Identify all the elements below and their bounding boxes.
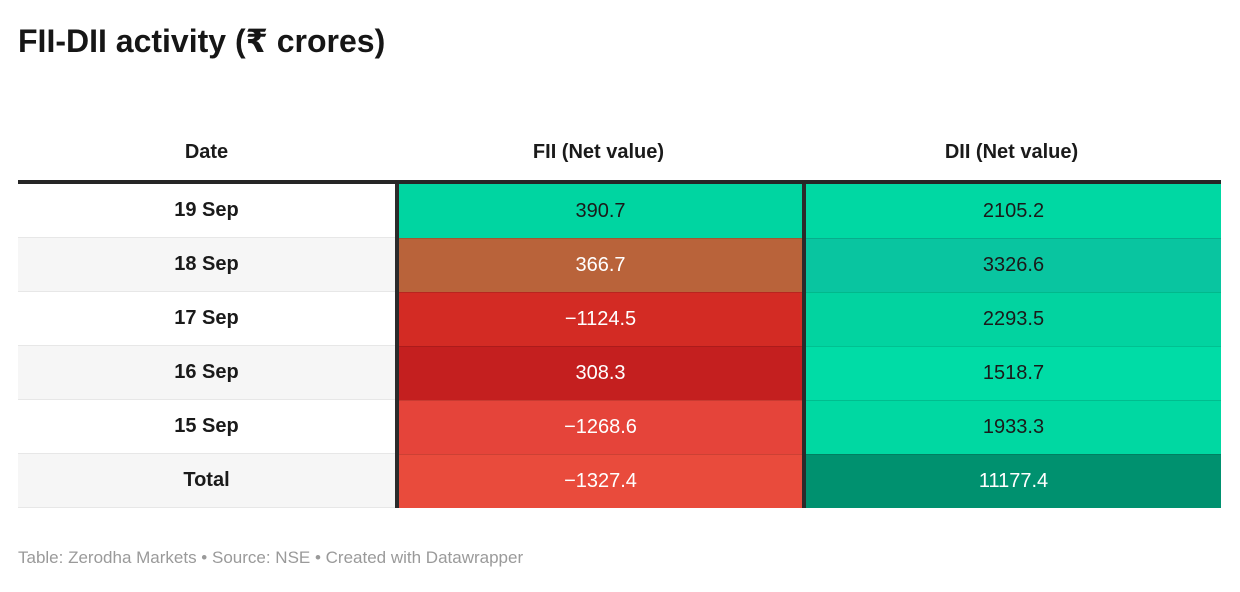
date-cell: 17 Sep (18, 292, 395, 346)
fii-value-cell: 308.3 (395, 346, 802, 400)
dii-value-cell: 2293.5 (802, 292, 1221, 346)
column-header-fii: FII (Net value) (532, 141, 665, 163)
fii-value-cell: −1268.6 (395, 400, 802, 454)
table-header-row: Date FII (Net value) DII (Net value) (18, 125, 1221, 184)
column-header-dii: DII (Net value) (944, 141, 1079, 163)
table-row-total: Total −1327.4 11177.4 (18, 454, 1221, 508)
dii-value-cell: 1518.7 (802, 346, 1221, 400)
date-cell: Total (18, 454, 395, 508)
page-title: FII-DII activity (₹ crores) (18, 23, 386, 59)
dii-value-cell: 2105.2 (802, 184, 1221, 238)
table-row: 16 Sep 308.3 1518.7 (18, 346, 1221, 400)
date-cell: 15 Sep (18, 400, 395, 454)
table-row: 17 Sep −1124.5 2293.5 (18, 292, 1221, 346)
date-cell: 18 Sep (18, 238, 395, 292)
dii-value-cell: 11177.4 (802, 454, 1221, 508)
fii-value-cell: 390.7 (395, 184, 802, 238)
dii-value-cell: 1933.3 (802, 400, 1221, 454)
fii-value-cell: 366.7 (395, 238, 802, 292)
table-row: 18 Sep 366.7 3326.6 (18, 238, 1221, 292)
data-table: Date FII (Net value) DII (Net value) 19 … (18, 125, 1221, 508)
dii-value-cell: 3326.6 (802, 238, 1221, 292)
table-row: 15 Sep −1268.6 1933.3 (18, 400, 1221, 454)
attribution-footer: Table: Zerodha Markets • Source: NSE • C… (18, 548, 524, 567)
fii-value-cell: −1124.5 (395, 292, 802, 346)
date-cell: 16 Sep (18, 346, 395, 400)
column-header-date: Date (184, 141, 229, 163)
date-cell: 19 Sep (18, 184, 395, 238)
table-row: 19 Sep 390.7 2105.2 (18, 184, 1221, 238)
fii-value-cell: −1327.4 (395, 454, 802, 508)
